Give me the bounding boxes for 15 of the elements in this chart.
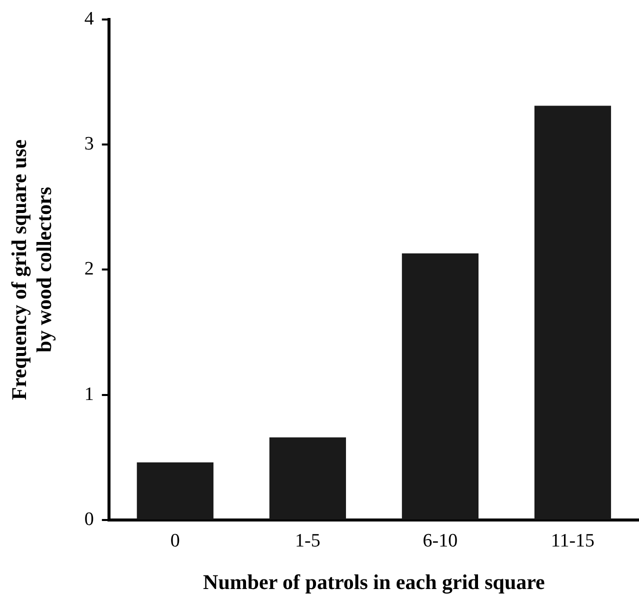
x-tick-label: 1-5 bbox=[295, 530, 320, 552]
y-tick-label: 2 bbox=[84, 258, 94, 280]
x-tick-label: 0 bbox=[170, 530, 180, 552]
x-axis-title: Number of patrols in each grid square bbox=[203, 570, 545, 594]
bar bbox=[269, 437, 346, 520]
y-tick-label: 1 bbox=[84, 384, 94, 405]
x-tick-label: 6-10 bbox=[422, 530, 458, 552]
y-tick-label: 0 bbox=[84, 508, 94, 530]
bar bbox=[136, 462, 214, 520]
y-tick-label: 3 bbox=[84, 134, 94, 155]
bar bbox=[402, 253, 479, 520]
bar bbox=[534, 106, 612, 520]
x-tick-label: 11-15 bbox=[550, 530, 595, 552]
y-axis-title: Frequency of grid square use by wood collectors bbox=[7, 139, 56, 400]
y-tick-label: 4 bbox=[84, 8, 94, 30]
